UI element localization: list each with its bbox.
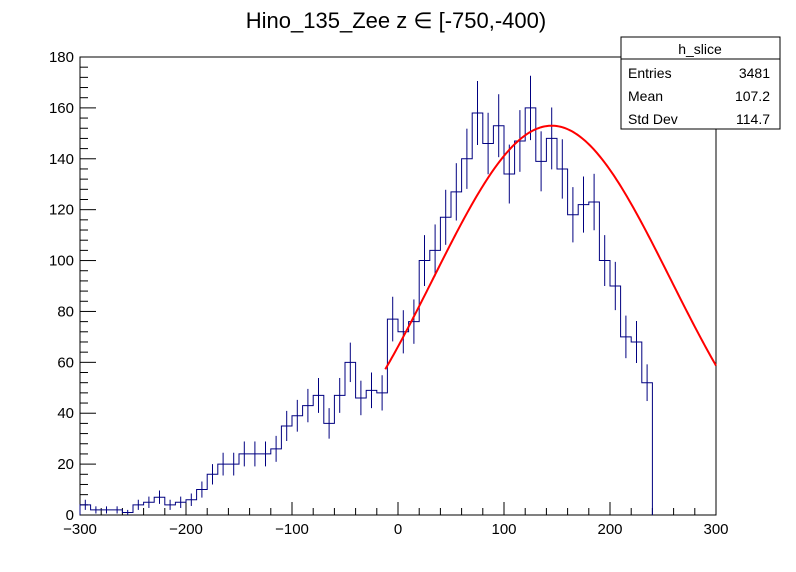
y-tick-label: 160 [49,100,74,117]
x-tick-label: −200 [169,521,203,538]
x-tick-label: −100 [275,521,309,538]
y-tick-label: 180 [49,49,74,66]
stats-mean-value: 107.2 [735,88,770,104]
stats-box: h_slice Entries 3481 Mean 107.2 Std Dev … [620,36,781,130]
y-tick-label: 60 [57,354,74,371]
y-tick-label: 20 [57,456,74,473]
gaussian-fit-curve [384,124,717,370]
stats-box-name: h_slice [678,41,722,57]
x-tick-label: −300 [63,521,97,538]
stats-entries-value: 3481 [739,65,770,81]
stats-stddev-label: Std Dev [628,111,678,127]
y-tick-label: 140 [49,151,74,168]
y-tick-label: 80 [57,303,74,320]
y-tick-label: 0 [66,507,74,524]
x-tick-label: 0 [394,521,402,538]
histogram-outline [79,107,653,515]
stats-box-frame [620,36,781,130]
x-tick-label: 300 [703,521,728,538]
y-tick-label: 40 [57,405,74,422]
histogram-error-bars [84,75,648,515]
y-axis: 0 20 40 60 80 100 120 140 160 180 [49,49,96,524]
y-tick-label: 120 [49,202,74,219]
stats-stddev-value: 114.7 [736,111,770,127]
chart-title: Hino_135_Zee z ∈ [-750,-400) [246,8,546,33]
y-tick-label: 100 [49,253,74,270]
stats-entries-label: Entries [628,65,672,81]
x-tick-label: 200 [597,521,622,538]
x-axis: −300 −200 −100 0 100 200 300 [63,502,729,538]
x-tick-label: 100 [491,521,516,538]
stats-mean-label: Mean [628,88,663,104]
